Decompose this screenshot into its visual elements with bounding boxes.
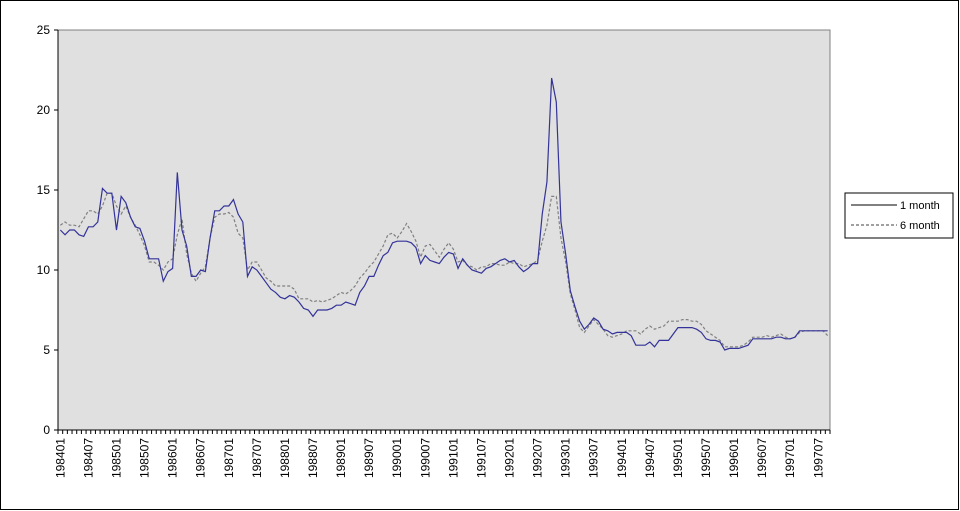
y-tick-label: 5 xyxy=(43,343,50,357)
x-tick-label: 198401 xyxy=(53,438,67,478)
x-tick-label: 199401 xyxy=(615,438,629,478)
x-tick-label: 199107 xyxy=(474,438,488,478)
series-line xyxy=(60,192,829,348)
x-tick-label: 199007 xyxy=(418,438,432,478)
x-tick-label: 198407 xyxy=(81,438,95,478)
x-tick-label: 199507 xyxy=(699,438,713,478)
x-tick-label: 198807 xyxy=(306,438,320,478)
x-tick-label: 199101 xyxy=(446,438,460,478)
x-tick-label: 199307 xyxy=(587,438,601,478)
x-tick-label: 198607 xyxy=(194,438,208,478)
legend-label: 1 month xyxy=(900,200,940,212)
y-tick-label: 10 xyxy=(37,263,51,277)
x-tick-label: 199207 xyxy=(531,438,545,478)
x-tick-label: 199701 xyxy=(783,438,797,478)
series-line xyxy=(59,77,828,351)
x-tick-label: 198707 xyxy=(250,438,264,478)
x-tick-label: 198701 xyxy=(222,438,236,478)
y-tick-label: 25 xyxy=(37,23,51,37)
x-tick-label: 198801 xyxy=(278,438,292,478)
x-tick-label: 198601 xyxy=(166,438,180,478)
x-tick-label: 199501 xyxy=(671,438,685,478)
x-tick-label: 199601 xyxy=(727,438,741,478)
x-tick-label: 198501 xyxy=(109,438,123,478)
x-tick-label: 199201 xyxy=(503,438,517,478)
x-tick-label: 199001 xyxy=(390,438,404,478)
x-tick-label: 198907 xyxy=(362,438,376,478)
plot-area xyxy=(57,29,831,431)
y-tick-label: 0 xyxy=(43,423,50,437)
y-tick-label: 20 xyxy=(37,103,51,117)
legend-label: 6 month xyxy=(900,220,940,232)
legend-box xyxy=(844,192,954,239)
x-tick-label: 199407 xyxy=(643,438,657,478)
x-tick-label: 198901 xyxy=(334,438,348,478)
x-tick-label: 199707 xyxy=(811,438,825,478)
y-tick-label: 15 xyxy=(37,183,51,197)
x-tick-label: 199607 xyxy=(755,438,769,478)
x-tick-label: 199301 xyxy=(559,438,573,478)
x-tick-label: 198507 xyxy=(138,438,152,478)
